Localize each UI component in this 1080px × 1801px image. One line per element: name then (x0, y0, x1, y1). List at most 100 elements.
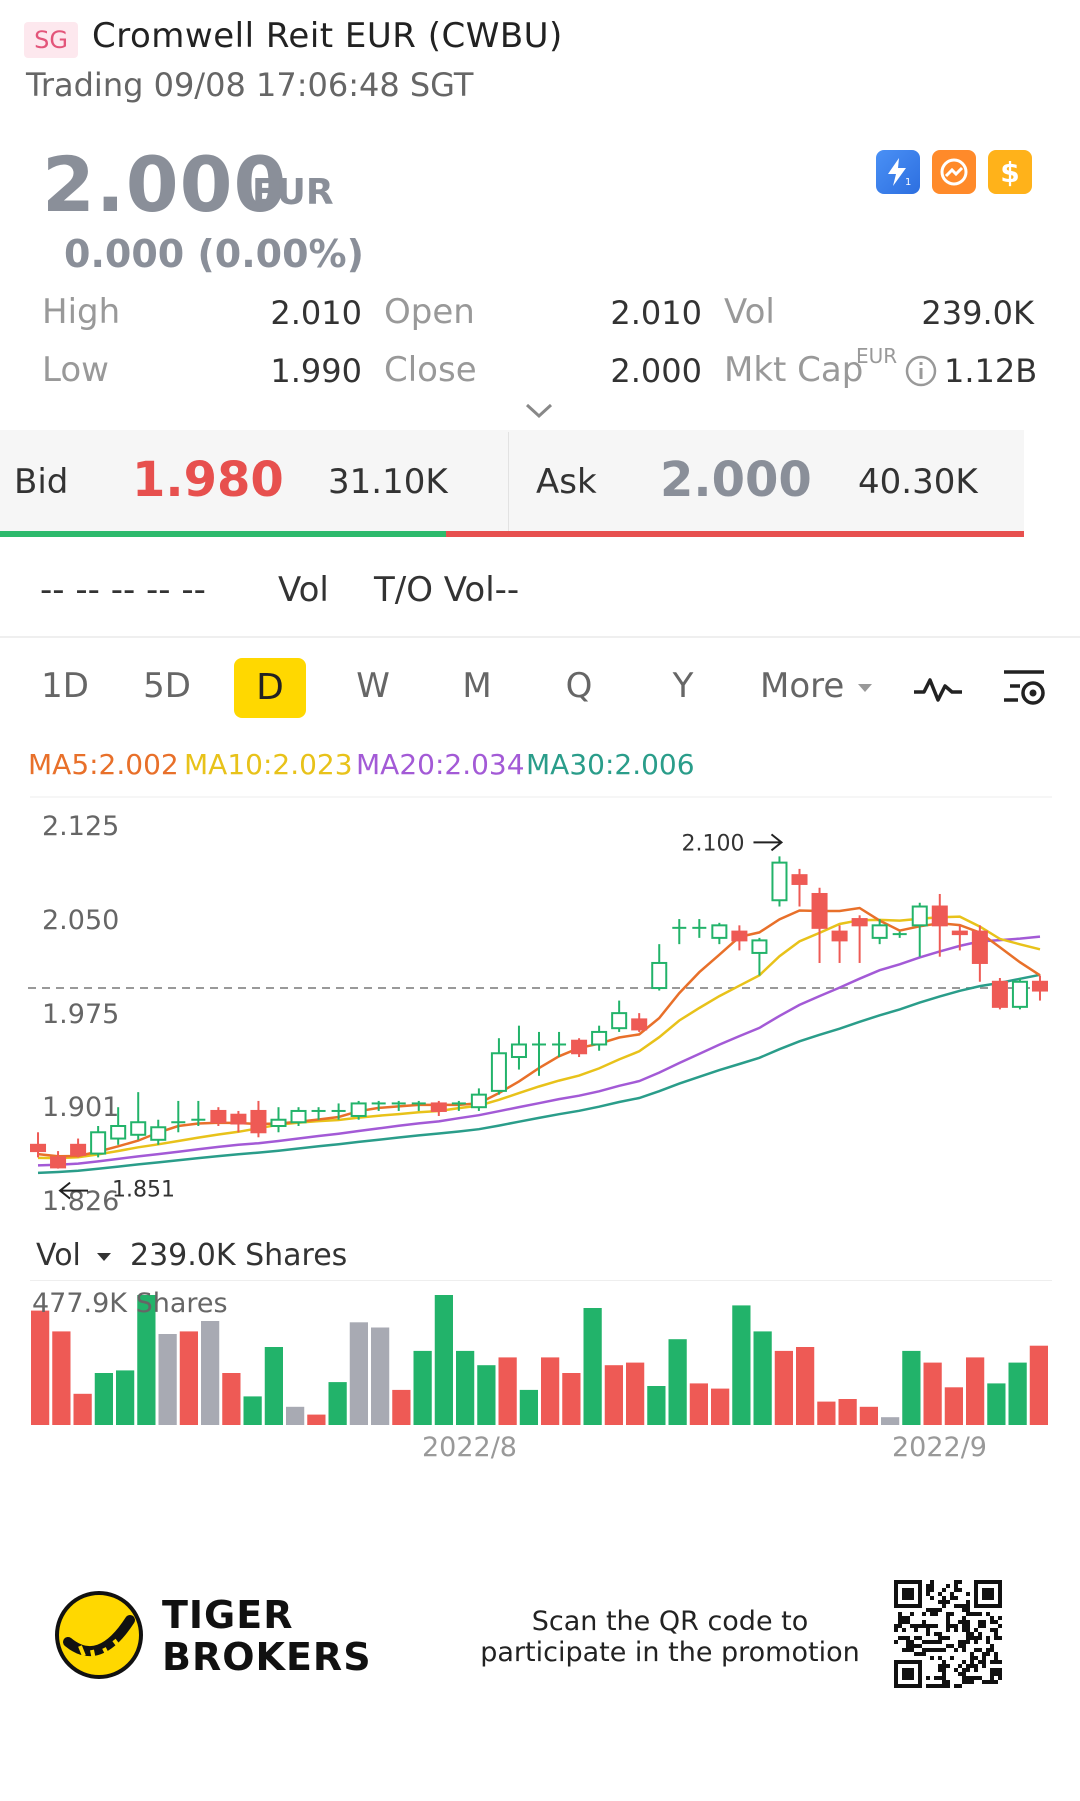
volume-bar (647, 1386, 666, 1425)
qr-module (962, 1604, 966, 1608)
lightning-level1-icon[interactable]: 1 (876, 150, 920, 194)
volume-bar (881, 1417, 900, 1425)
ask-share-bar (446, 531, 1024, 537)
qr-module (978, 1636, 982, 1640)
qr-module (966, 1600, 970, 1604)
qr-module (998, 1672, 1002, 1676)
tab-5d[interactable]: 5D (143, 666, 191, 706)
qr-module (938, 1592, 942, 1596)
qr-module (926, 1624, 930, 1628)
caret-down-icon (858, 683, 873, 692)
qr-module (974, 1656, 978, 1660)
qr-module (950, 1596, 954, 1600)
tab-y[interactable]: Y (672, 666, 694, 706)
candle-body (571, 1039, 588, 1055)
volume-bar (859, 1406, 878, 1425)
qr-module (902, 1648, 906, 1652)
qr-module (998, 1636, 1002, 1640)
qr-module (938, 1600, 942, 1604)
qr-module (986, 1648, 990, 1652)
qr-module (946, 1644, 950, 1648)
chart-settings-icon[interactable] (1000, 666, 1048, 714)
qr-module (946, 1680, 950, 1684)
market-badge: SG (24, 22, 78, 58)
no-commission-icon[interactable] (932, 150, 976, 194)
qr-module (902, 1620, 906, 1624)
volume-bar (286, 1406, 305, 1425)
orderbook-divider (508, 432, 509, 532)
tab-w[interactable]: W (356, 666, 390, 706)
qr-module (958, 1664, 962, 1668)
qr-module (926, 1592, 930, 1596)
dollar-icon[interactable]: $ (988, 150, 1032, 194)
qr-module (994, 1620, 998, 1624)
close-label: Close (384, 350, 477, 390)
qr-module (962, 1608, 966, 1612)
qr-module (942, 1680, 946, 1684)
tab-m[interactable]: M (462, 666, 492, 706)
qr-module (930, 1656, 934, 1660)
qr-module (958, 1644, 962, 1648)
qr-module (938, 1656, 942, 1660)
candle-body (470, 1093, 487, 1109)
chevron-down-icon[interactable] (524, 400, 554, 426)
candle-body (490, 1052, 507, 1092)
volume-bar (944, 1387, 963, 1425)
qr-module (942, 1660, 946, 1664)
qr-module (922, 1648, 926, 1652)
candle-body (270, 1118, 287, 1128)
qr-module (966, 1676, 970, 1680)
qr-module (974, 1676, 978, 1680)
tab-1d[interactable]: 1D (41, 666, 89, 706)
candle-body (771, 861, 788, 902)
volume-bar (562, 1373, 581, 1425)
candle-body (1031, 980, 1048, 992)
stock-title: Cromwell Reit EUR (CWBU) (92, 16, 563, 56)
volume-bar (94, 1373, 113, 1425)
qr-module (962, 1640, 966, 1644)
bid-qty: 31.10K (328, 462, 448, 502)
tab-d[interactable]: D (234, 658, 306, 718)
volume-header[interactable]: Vol 239.0K Shares (36, 1238, 347, 1273)
qr-module (998, 1676, 1002, 1680)
qr-module (958, 1580, 962, 1584)
qr-module (938, 1608, 942, 1612)
qr-module (934, 1608, 938, 1612)
tiger-brokers-logo (54, 1590, 144, 1680)
qr-module (958, 1672, 962, 1676)
high-value: 2.010 (270, 294, 362, 332)
info-icon[interactable] (904, 354, 938, 392)
qr-module (942, 1676, 946, 1680)
turnover-vol-label: Vol (278, 570, 329, 610)
brand-line2: BROKERS (162, 1635, 372, 1679)
vol-label: Vol (724, 292, 775, 332)
qr-module (962, 1644, 966, 1648)
volume-bar (137, 1295, 156, 1425)
qr-module (990, 1628, 994, 1632)
qr-module (986, 1640, 990, 1644)
ask-qty: 40.30K (858, 462, 978, 502)
qr-code[interactable] (894, 1580, 1002, 1688)
qr-module (910, 1648, 914, 1652)
qr-module (962, 1648, 966, 1652)
qr-module (962, 1628, 966, 1632)
qr-module (906, 1616, 910, 1620)
qr-module (998, 1668, 1002, 1672)
indicator-icon[interactable] (912, 672, 964, 710)
qr-module (946, 1600, 950, 1604)
qr-module (962, 1616, 966, 1620)
qr-module (954, 1648, 958, 1652)
qr-module (990, 1616, 994, 1620)
qr-module (990, 1648, 994, 1652)
qr-module (898, 1612, 902, 1616)
qr-module (954, 1584, 958, 1588)
qr-module (926, 1628, 930, 1632)
qr-module (954, 1668, 958, 1672)
qr-finder (902, 1668, 914, 1680)
tab-q[interactable]: Q (565, 666, 593, 706)
more-tabs-button[interactable]: More (760, 666, 873, 706)
candle-body (50, 1156, 67, 1169)
qr-module (962, 1676, 966, 1680)
volume-bar (498, 1357, 517, 1425)
